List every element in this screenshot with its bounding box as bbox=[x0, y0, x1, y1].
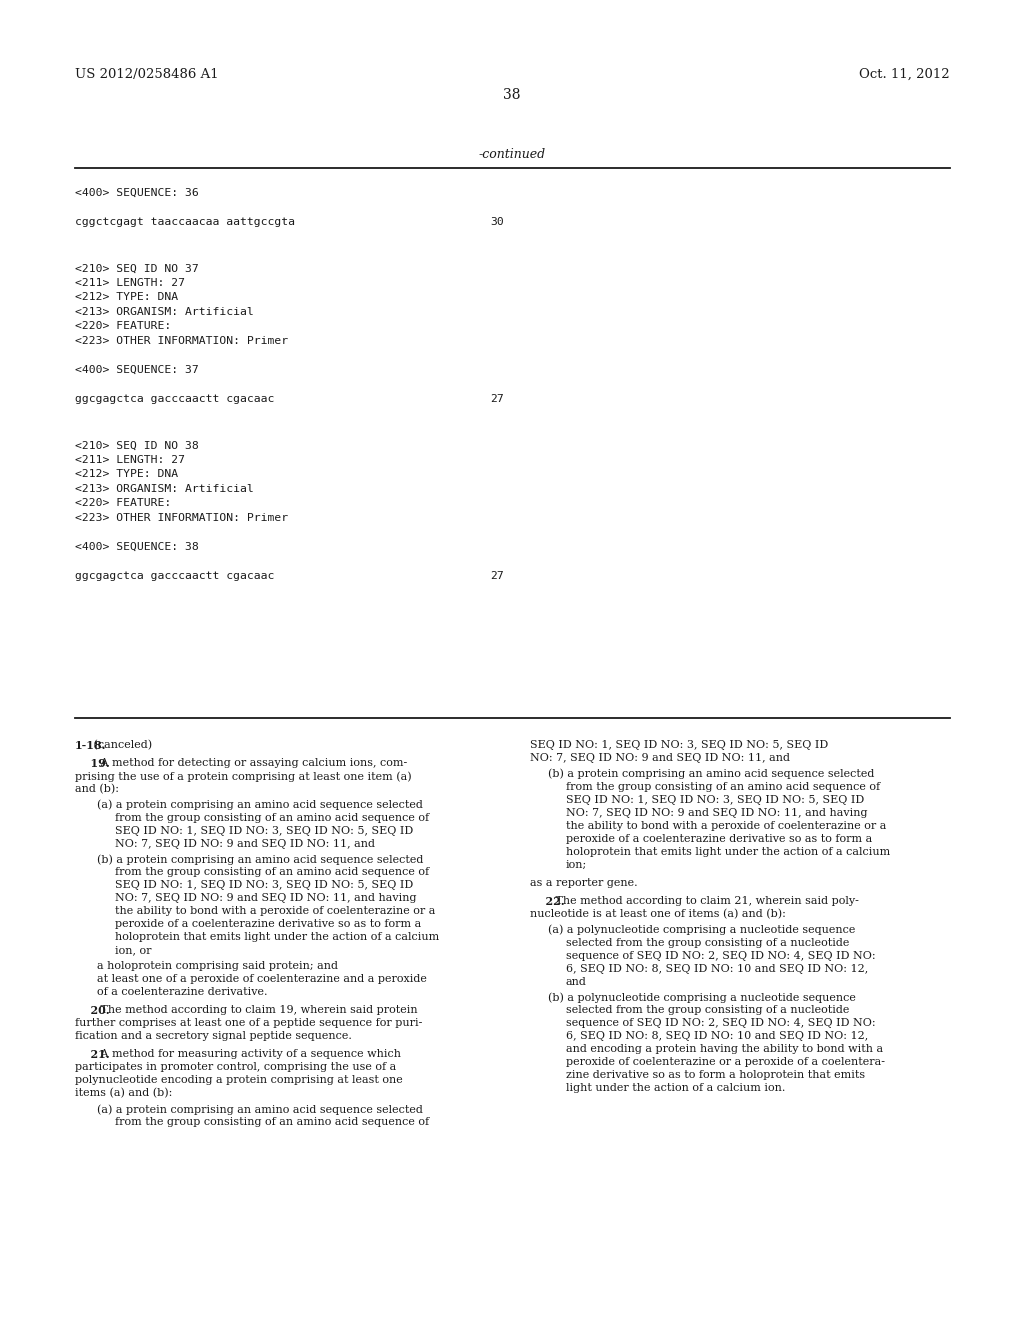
Text: selected from the group consisting of a nucleotide: selected from the group consisting of a … bbox=[566, 1006, 849, 1015]
Text: 27: 27 bbox=[490, 570, 504, 581]
Text: items (a) and (b):: items (a) and (b): bbox=[75, 1089, 172, 1098]
Text: NO: 7, SEQ ID NO: 9 and SEQ ID NO: 11, and having: NO: 7, SEQ ID NO: 9 and SEQ ID NO: 11, a… bbox=[115, 894, 417, 903]
Text: zine derivative so as to form a holoprotein that emits: zine derivative so as to form a holoprot… bbox=[566, 1071, 865, 1080]
Text: fication and a secretory signal peptide sequence.: fication and a secretory signal peptide … bbox=[75, 1031, 352, 1041]
Text: 22.: 22. bbox=[530, 896, 564, 907]
Text: SEQ ID NO: 1, SEQ ID NO: 3, SEQ ID NO: 5, SEQ ID: SEQ ID NO: 1, SEQ ID NO: 3, SEQ ID NO: 5… bbox=[530, 741, 828, 750]
Text: peroxide of coelenterazine or a peroxide of a coelentera-: peroxide of coelenterazine or a peroxide… bbox=[566, 1057, 885, 1067]
Text: holoprotein that emits light under the action of a calcium: holoprotein that emits light under the a… bbox=[115, 932, 439, 942]
Text: at least one of a peroxide of coelenterazine and a peroxide: at least one of a peroxide of coelentera… bbox=[97, 974, 427, 983]
Text: and encoding a protein having the ability to bond with a: and encoding a protein having the abilit… bbox=[566, 1044, 883, 1055]
Text: The method according to claim 19, wherein said protein: The method according to claim 19, wherei… bbox=[96, 1006, 417, 1015]
Text: as a reporter gene.: as a reporter gene. bbox=[530, 878, 638, 888]
Text: and: and bbox=[566, 977, 587, 986]
Text: the ability to bond with a peroxide of coelenterazine or a: the ability to bond with a peroxide of c… bbox=[115, 907, 435, 916]
Text: (b) a protein comprising an amino acid sequence selected: (b) a protein comprising an amino acid s… bbox=[548, 768, 874, 779]
Text: <220> FEATURE:: <220> FEATURE: bbox=[75, 321, 171, 331]
Text: and (b):: and (b): bbox=[75, 784, 119, 795]
Text: 6, SEQ ID NO: 8, SEQ ID NO: 10 and SEQ ID NO: 12,: 6, SEQ ID NO: 8, SEQ ID NO: 10 and SEQ I… bbox=[566, 964, 868, 974]
Text: NO: 7, SEQ ID NO: 9 and SEQ ID NO: 11, and: NO: 7, SEQ ID NO: 9 and SEQ ID NO: 11, a… bbox=[530, 752, 790, 763]
Text: <400> SEQUENCE: 37: <400> SEQUENCE: 37 bbox=[75, 364, 199, 375]
Text: 27: 27 bbox=[490, 393, 504, 404]
Text: US 2012/0258486 A1: US 2012/0258486 A1 bbox=[75, 69, 219, 81]
Text: cggctcgagt taaccaacaa aattgccgta: cggctcgagt taaccaacaa aattgccgta bbox=[75, 216, 295, 227]
Text: A method for detecting or assaying calcium ions, com-: A method for detecting or assaying calci… bbox=[96, 758, 407, 768]
Text: participates in promoter control, comprising the use of a: participates in promoter control, compri… bbox=[75, 1063, 396, 1072]
Text: light under the action of a calcium ion.: light under the action of a calcium ion. bbox=[566, 1084, 785, 1093]
Text: <211> LENGTH: 27: <211> LENGTH: 27 bbox=[75, 455, 185, 465]
Text: a holoprotein comprising said protein; and: a holoprotein comprising said protein; a… bbox=[97, 961, 338, 972]
Text: <223> OTHER INFORMATION: Primer: <223> OTHER INFORMATION: Primer bbox=[75, 335, 288, 346]
Text: NO: 7, SEQ ID NO: 9 and SEQ ID NO: 11, and having: NO: 7, SEQ ID NO: 9 and SEQ ID NO: 11, a… bbox=[566, 808, 867, 817]
Text: <400> SEQUENCE: 36: <400> SEQUENCE: 36 bbox=[75, 187, 199, 198]
Text: <212> TYPE: DNA: <212> TYPE: DNA bbox=[75, 470, 178, 479]
Text: ion;: ion; bbox=[566, 859, 587, 870]
Text: (a) a protein comprising an amino acid sequence selected: (a) a protein comprising an amino acid s… bbox=[97, 800, 423, 810]
Text: 20.: 20. bbox=[75, 1006, 110, 1016]
Text: 30: 30 bbox=[490, 216, 504, 227]
Text: The method according to claim 21, wherein said poly-: The method according to claim 21, wherei… bbox=[552, 896, 858, 906]
Text: peroxide of a coelenterazine derivative so as to form a: peroxide of a coelenterazine derivative … bbox=[115, 920, 421, 929]
Text: (a) a polynucleotide comprising a nucleotide sequence: (a) a polynucleotide comprising a nucleo… bbox=[548, 924, 855, 935]
Text: ggcgagctca gacccaactt cgacaac: ggcgagctca gacccaactt cgacaac bbox=[75, 393, 274, 404]
Text: (a) a protein comprising an amino acid sequence selected: (a) a protein comprising an amino acid s… bbox=[97, 1104, 423, 1114]
Text: A method for measuring activity of a sequence which: A method for measuring activity of a seq… bbox=[96, 1049, 400, 1060]
Text: 1-18.: 1-18. bbox=[75, 741, 106, 751]
Text: sequence of SEQ ID NO: 2, SEQ ID NO: 4, SEQ ID NO:: sequence of SEQ ID NO: 2, SEQ ID NO: 4, … bbox=[566, 950, 876, 961]
Text: polynucleotide encoding a protein comprising at least one: polynucleotide encoding a protein compri… bbox=[75, 1076, 402, 1085]
Text: 38: 38 bbox=[503, 88, 521, 102]
Text: <400> SEQUENCE: 38: <400> SEQUENCE: 38 bbox=[75, 541, 199, 552]
Text: 19.: 19. bbox=[75, 758, 110, 770]
Text: <223> OTHER INFORMATION: Primer: <223> OTHER INFORMATION: Primer bbox=[75, 512, 288, 523]
Text: <210> SEQ ID NO 37: <210> SEQ ID NO 37 bbox=[75, 264, 199, 273]
Text: nucleotide is at least one of items (a) and (b):: nucleotide is at least one of items (a) … bbox=[530, 909, 785, 919]
Text: from the group consisting of an amino acid sequence of: from the group consisting of an amino ac… bbox=[115, 867, 429, 878]
Text: -continued: -continued bbox=[478, 148, 546, 161]
Text: SEQ ID NO: 1, SEQ ID NO: 3, SEQ ID NO: 5, SEQ ID: SEQ ID NO: 1, SEQ ID NO: 3, SEQ ID NO: 5… bbox=[115, 826, 414, 836]
Text: <213> ORGANISM: Artificial: <213> ORGANISM: Artificial bbox=[75, 484, 254, 494]
Text: (b) a polynucleotide comprising a nucleotide sequence: (b) a polynucleotide comprising a nucleo… bbox=[548, 993, 856, 1003]
Text: <213> ORGANISM: Artificial: <213> ORGANISM: Artificial bbox=[75, 306, 254, 317]
Text: ggcgagctca gacccaactt cgacaac: ggcgagctca gacccaactt cgacaac bbox=[75, 570, 274, 581]
Text: selected from the group consisting of a nucleotide: selected from the group consisting of a … bbox=[566, 937, 849, 948]
Text: from the group consisting of an amino acid sequence of: from the group consisting of an amino ac… bbox=[115, 813, 429, 822]
Text: of a coelenterazine derivative.: of a coelenterazine derivative. bbox=[97, 987, 267, 997]
Text: NO: 7, SEQ ID NO: 9 and SEQ ID NO: 11, and: NO: 7, SEQ ID NO: 9 and SEQ ID NO: 11, a… bbox=[115, 838, 375, 849]
Text: holoprotein that emits light under the action of a calcium: holoprotein that emits light under the a… bbox=[566, 846, 890, 857]
Text: <220> FEATURE:: <220> FEATURE: bbox=[75, 498, 171, 508]
Text: from the group consisting of an amino acid sequence of: from the group consisting of an amino ac… bbox=[115, 1117, 429, 1127]
Text: <211> LENGTH: 27: <211> LENGTH: 27 bbox=[75, 279, 185, 288]
Text: 6, SEQ ID NO: 8, SEQ ID NO: 10 and SEQ ID NO: 12,: 6, SEQ ID NO: 8, SEQ ID NO: 10 and SEQ I… bbox=[566, 1031, 868, 1041]
Text: Oct. 11, 2012: Oct. 11, 2012 bbox=[859, 69, 950, 81]
Text: <212> TYPE: DNA: <212> TYPE: DNA bbox=[75, 293, 178, 302]
Text: from the group consisting of an amino acid sequence of: from the group consisting of an amino ac… bbox=[566, 781, 880, 792]
Text: peroxide of a coelenterazine derivative so as to form a: peroxide of a coelenterazine derivative … bbox=[566, 834, 872, 843]
Text: sequence of SEQ ID NO: 2, SEQ ID NO: 4, SEQ ID NO:: sequence of SEQ ID NO: 2, SEQ ID NO: 4, … bbox=[566, 1018, 876, 1028]
Text: SEQ ID NO: 1, SEQ ID NO: 3, SEQ ID NO: 5, SEQ ID: SEQ ID NO: 1, SEQ ID NO: 3, SEQ ID NO: 5… bbox=[566, 795, 864, 805]
Text: 21.: 21. bbox=[75, 1049, 110, 1060]
Text: <210> SEQ ID NO 38: <210> SEQ ID NO 38 bbox=[75, 441, 199, 450]
Text: (canceled): (canceled) bbox=[90, 741, 153, 750]
Text: further comprises at least one of a peptide sequence for puri-: further comprises at least one of a pept… bbox=[75, 1018, 422, 1028]
Text: prising the use of a protein comprising at least one item (a): prising the use of a protein comprising … bbox=[75, 771, 412, 781]
Text: SEQ ID NO: 1, SEQ ID NO: 3, SEQ ID NO: 5, SEQ ID: SEQ ID NO: 1, SEQ ID NO: 3, SEQ ID NO: 5… bbox=[115, 880, 414, 891]
Text: the ability to bond with a peroxide of coelenterazine or a: the ability to bond with a peroxide of c… bbox=[566, 821, 887, 830]
Text: ion, or: ion, or bbox=[115, 945, 152, 956]
Text: (b) a protein comprising an amino acid sequence selected: (b) a protein comprising an amino acid s… bbox=[97, 854, 423, 865]
